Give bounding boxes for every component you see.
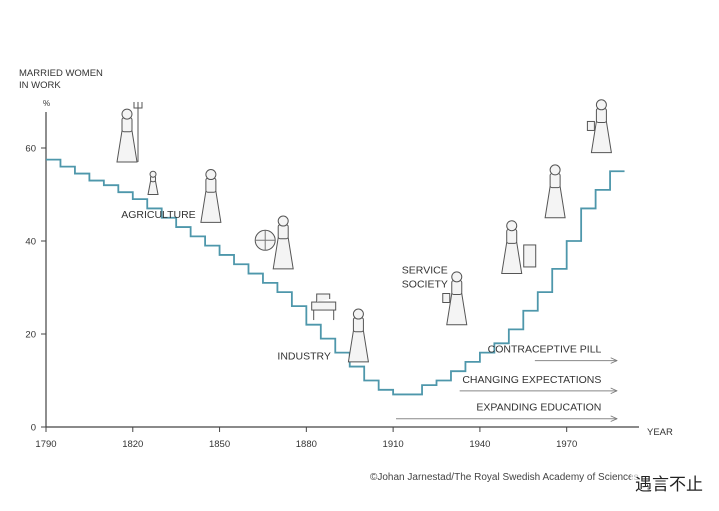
figure-head — [121, 108, 133, 120]
figure-skirt — [272, 237, 294, 270]
figure-head — [595, 99, 607, 111]
factory-worker-woman-icon — [347, 308, 369, 363]
x-tick-label: 1790 — [35, 439, 56, 450]
figure-torso — [352, 317, 364, 333]
x-tick-label: 1910 — [383, 439, 404, 450]
figure-head — [506, 220, 518, 232]
figure-torso — [595, 107, 607, 123]
woman-in-skirt-suit-icon — [544, 164, 566, 219]
annotation-society: SOCIETY — [402, 279, 448, 291]
woman-at-desk-icon — [501, 220, 537, 275]
farm-woman-with-pitchfork-icon — [116, 101, 143, 163]
annotation-agriculture: AGRICULTURE — [121, 209, 195, 221]
x-tick-label: 1970 — [556, 439, 577, 450]
pitchfork-tines — [133, 101, 143, 109]
child-icon — [147, 170, 159, 195]
x-tick-label: 1880 — [296, 439, 317, 450]
annotation-service: SERVICE — [402, 265, 448, 277]
figure-skirt — [116, 130, 138, 163]
figure-torso — [451, 280, 463, 296]
sewing-machine-icon — [311, 293, 337, 321]
y-axis-label-line-1: MARRIED WOMEN — [19, 68, 103, 79]
figure-head — [277, 215, 289, 227]
figure-torso — [277, 224, 289, 240]
annotation-changing-expectations: CHANGING EXPECTATIONS — [462, 374, 601, 386]
y-tick-label: 0 — [31, 423, 36, 434]
y-tick-label: 20 — [25, 330, 36, 341]
credit-text: ©Johan Jarnestad/The Royal Swedish Acade… — [370, 472, 639, 483]
figure-torso — [549, 173, 561, 189]
y-tick-label: 40 — [25, 237, 36, 248]
x-tick-label: 1940 — [469, 439, 490, 450]
machine-table — [311, 301, 337, 311]
figure-skirt — [200, 190, 222, 223]
figure-skirt — [147, 180, 159, 195]
carried-item — [442, 293, 451, 304]
y-unit-label: % — [43, 99, 50, 108]
figure-skirt — [501, 241, 523, 275]
annotation-industry: INDUSTRY — [277, 351, 330, 363]
machine-arm — [316, 293, 331, 303]
series-line — [46, 158, 625, 396]
annotation-contraceptive-pill: CONTRACEPTIVE PILL — [488, 344, 602, 356]
x-tick-label: 1850 — [209, 439, 230, 450]
figure-torso — [506, 228, 518, 244]
annotation-expanding-education: EXPANDING EDUCATION — [476, 402, 601, 414]
figure-torso — [205, 177, 217, 193]
x-axis-label: YEAR — [647, 427, 673, 438]
figure-torso — [121, 117, 133, 133]
desk — [523, 244, 537, 268]
modern-woman-with-bag-icon — [586, 99, 612, 154]
woman-with-apron-icon — [200, 169, 222, 223]
carried-item — [586, 120, 595, 131]
figure-skirt — [347, 330, 369, 363]
x-tick-label: 1820 — [122, 439, 143, 450]
y-axis-label-line-2: IN WORK — [19, 80, 61, 91]
office-woman-with-folder-icon — [442, 271, 468, 326]
watermark: 遇言不止 — [631, 470, 707, 495]
figure-head — [149, 170, 157, 178]
figure-skirt — [544, 186, 566, 219]
figure-head — [205, 169, 217, 181]
spinning-wheel-woman-icon — [254, 215, 294, 270]
y-tick-label: 60 — [25, 144, 36, 155]
figure-head — [352, 308, 364, 320]
figure-head — [549, 164, 561, 176]
figure-head — [451, 271, 463, 283]
